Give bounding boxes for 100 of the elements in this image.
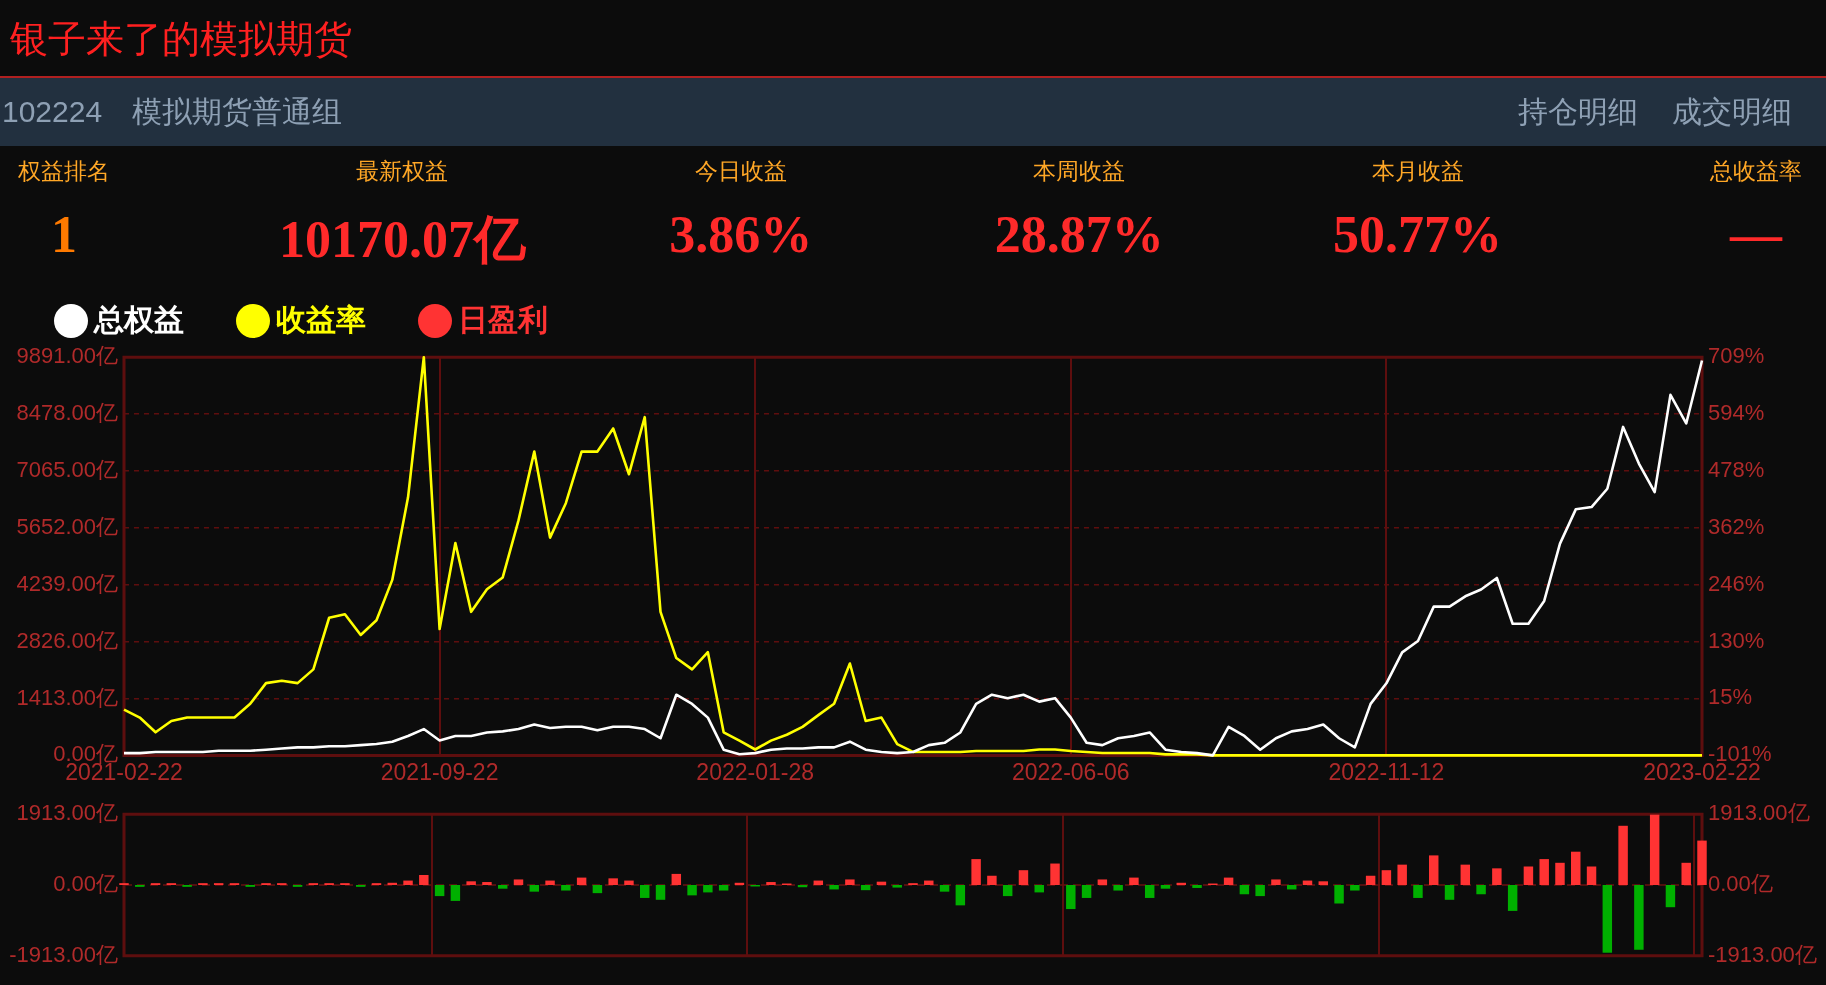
x-tick-label: 2022-11-12 [1328, 758, 1445, 785]
bar [608, 878, 618, 885]
bar [450, 885, 461, 901]
bar [955, 885, 966, 906]
bar [1113, 885, 1123, 891]
bar [1555, 862, 1565, 885]
y-tick-label: 9891.00亿 [16, 343, 118, 369]
y-tick-label: 0.00亿 [53, 871, 118, 897]
bar [1255, 885, 1265, 897]
bar [466, 881, 476, 885]
bar [1002, 885, 1013, 897]
bar [1539, 859, 1549, 885]
text: 银子来了的模拟期货 [10, 17, 352, 62]
bar [1144, 885, 1155, 898]
legend-label: 日盈利 [458, 302, 548, 338]
bar [1697, 840, 1707, 885]
bar [1602, 885, 1613, 953]
category-label: 本月收益 [1370, 157, 1465, 186]
bar [845, 879, 855, 885]
y-tick-label: 2826.00亿 [16, 627, 118, 653]
bar [403, 880, 413, 885]
bar [971, 859, 981, 885]
bar [1649, 814, 1660, 885]
bar [671, 873, 682, 885]
bar [1665, 885, 1676, 908]
bar [1413, 885, 1423, 898]
category-label: 本周收益 [1032, 157, 1127, 186]
bar [924, 880, 934, 885]
x-tick-label: 2022-06-06 [1011, 758, 1130, 785]
bar [624, 880, 634, 885]
bar [987, 875, 997, 885]
bar [1239, 885, 1250, 895]
bar [1381, 870, 1392, 885]
text: 1 [51, 206, 77, 263]
text: 28.87% [994, 206, 1164, 263]
y-tick-label: 8478.00亿 [16, 400, 118, 426]
bar [1034, 885, 1044, 893]
category-label: 今日收益 [693, 157, 788, 186]
bar [1334, 885, 1344, 904]
y-tick-label: 7065.00亿 [16, 457, 118, 483]
bar [1571, 851, 1581, 885]
bar [434, 885, 445, 897]
y2-tick-label: 0.00亿 [1708, 871, 1773, 897]
text: 持仓明细 [1518, 93, 1638, 130]
y2-tick-label: 362% [1708, 513, 1765, 539]
bar [1618, 825, 1628, 885]
category-label: 最新权益 [355, 157, 450, 186]
text: — [1730, 206, 1782, 263]
y2-tick-label: 246% [1708, 570, 1765, 596]
y-tick-label: 1413.00亿 [16, 684, 118, 710]
bar [1460, 864, 1471, 885]
x-tick-label: 2021-09-22 [380, 758, 499, 785]
bar [1476, 885, 1486, 895]
bar [1365, 875, 1376, 885]
y-tick-label: 1913.00亿 [16, 800, 118, 826]
bar [561, 885, 571, 891]
bar [482, 882, 492, 885]
bar [1223, 877, 1234, 885]
bar [1066, 885, 1076, 910]
bar [1586, 866, 1597, 885]
bar [939, 885, 950, 892]
bar [576, 877, 587, 885]
y-tick-label: 5652.00亿 [16, 513, 118, 539]
legend-label: 收益率 [276, 302, 366, 338]
bar [1318, 881, 1329, 885]
bar [1681, 862, 1691, 885]
y2-tick-label: 1913.00亿 [1708, 800, 1810, 826]
y2-tick-label: -1913.00亿 [1708, 941, 1817, 967]
bar [1129, 877, 1139, 885]
bar [892, 885, 902, 888]
bar [1271, 879, 1281, 885]
bar [1634, 885, 1644, 950]
bar [497, 885, 508, 889]
bar [655, 885, 666, 900]
legend-label: 总权益 [94, 302, 184, 338]
text: 成交明细 [1672, 93, 1792, 130]
text: 3.86% [669, 206, 813, 263]
bar [1523, 866, 1534, 885]
category-label: 权益排名 [18, 157, 110, 186]
bar [703, 885, 713, 893]
category-label: 总收益率 [1710, 157, 1802, 186]
bar [1192, 885, 1202, 888]
y2-tick-label: 130% [1708, 627, 1765, 653]
bar [1429, 855, 1439, 885]
y-tick-label: -1913.00亿 [9, 941, 118, 967]
bar [1097, 879, 1108, 885]
bar [860, 885, 871, 891]
bar [529, 885, 540, 892]
bar [1050, 863, 1060, 885]
y-tick-label: 4239.00亿 [16, 570, 118, 596]
bar [829, 885, 839, 890]
text: 50.77% [1333, 206, 1503, 263]
y2-tick-label: 594% [1708, 399, 1765, 425]
bar [1507, 885, 1518, 911]
bar [592, 885, 603, 894]
bar [1081, 885, 1092, 898]
x-tick-label: 2022-01-28 [696, 758, 815, 785]
bar [1397, 864, 1407, 885]
y2-tick-label: 709% [1708, 343, 1765, 369]
bar [1350, 885, 1360, 891]
